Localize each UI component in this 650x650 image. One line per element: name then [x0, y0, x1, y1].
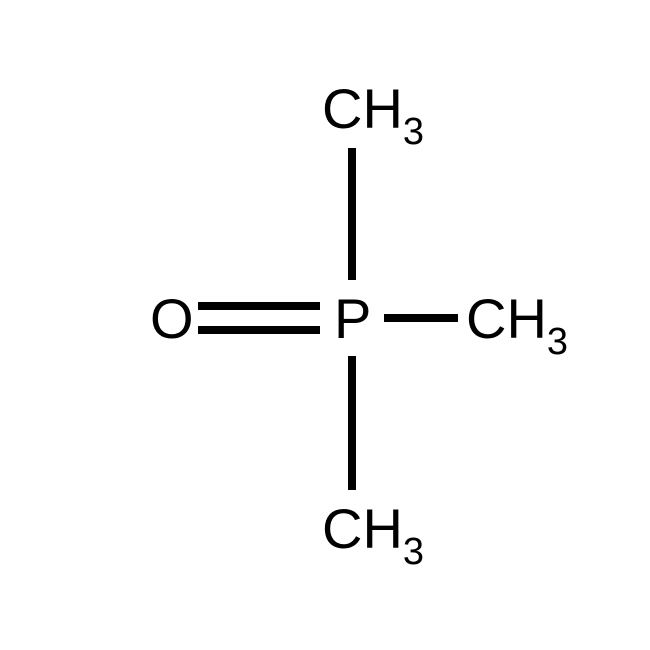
atom-top-ch3: CH3 [322, 77, 424, 153]
atom-center-p: P [334, 287, 371, 350]
bond-group [198, 148, 458, 490]
atom-label-group: P CH3 CH3 CH3 O [150, 77, 568, 573]
atom-right-ch3: CH3 [466, 287, 568, 363]
atom-left-o: O [150, 287, 194, 350]
atom-bottom-ch3: CH3 [322, 497, 424, 573]
molecule-canvas: P CH3 CH3 CH3 O [0, 0, 650, 650]
